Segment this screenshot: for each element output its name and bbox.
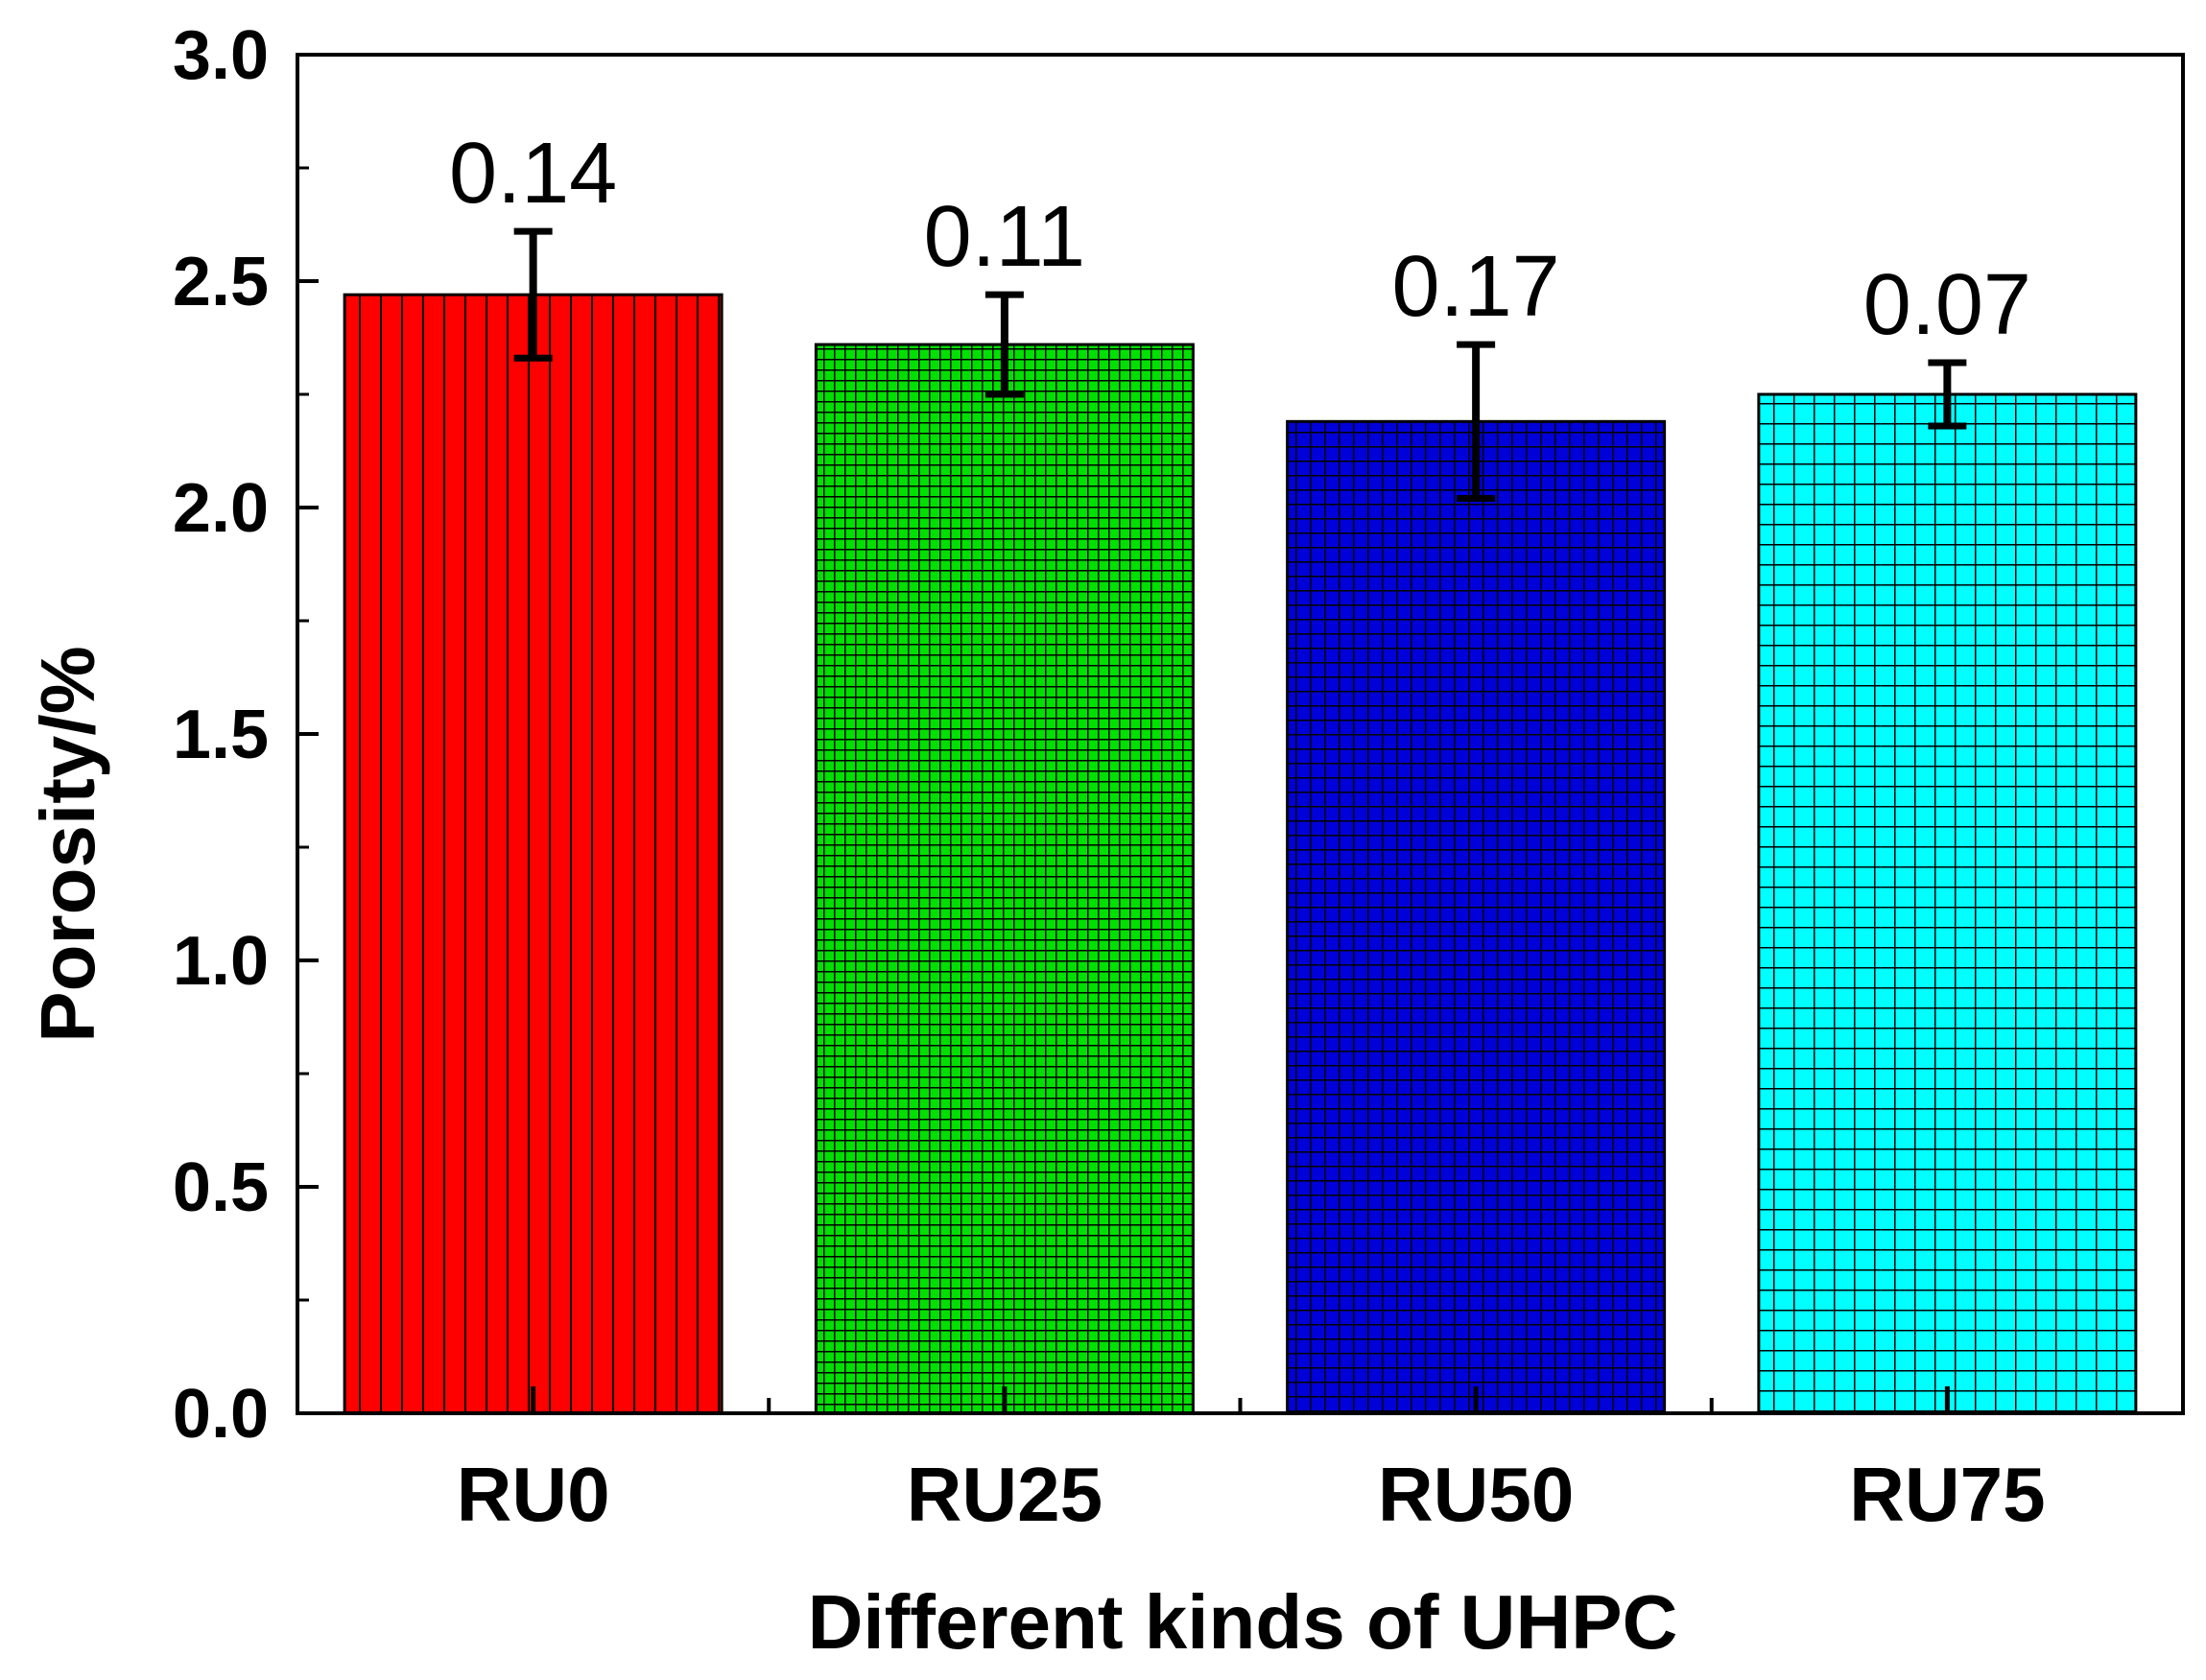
x-tick-label-ru25: RU25 — [907, 1452, 1103, 1537]
y-tick-label: 1.0 — [173, 923, 269, 1000]
y-tick-label: 1.5 — [173, 697, 269, 773]
error-bars-layer — [513, 227, 1967, 1413]
x-tick-label-ru0: RU0 — [457, 1452, 610, 1537]
ticks-layer: 0.0 0.5 1.0 1.5 2.0 2.5 3.0 RU0 RU25 RU50 RU75 — [173, 17, 2046, 1537]
data-label-ru25: 0.11 — [924, 189, 1086, 285]
error-bar-ru25 — [984, 291, 1024, 1413]
error-bar-ru50 — [1457, 341, 1496, 1413]
error-bar-ru0 — [513, 227, 553, 1413]
x-axis-title: Different kinds of UHPC — [808, 1579, 1678, 1665]
y-tick-label: 0.5 — [173, 1149, 269, 1226]
bar-ru25 — [814, 343, 1195, 1415]
y-tick-label: 3.0 — [173, 17, 269, 94]
y-tick-label: 0.0 — [173, 1376, 269, 1453]
error-bar-ru75 — [1928, 359, 1967, 1413]
x-tick-label-ru75: RU75 — [1849, 1452, 2046, 1537]
x-tick-label-ru50: RU50 — [1378, 1452, 1575, 1537]
data-label-ru75: 0.07 — [1863, 257, 2031, 353]
bar-ru0 — [343, 293, 723, 1415]
bar-ru75 — [1757, 392, 2138, 1415]
data-labels-layer: 0.14 0.11 0.17 0.07 — [449, 126, 2031, 353]
bars-layer — [343, 293, 2138, 1415]
data-label-ru0: 0.14 — [449, 126, 617, 222]
y-tick-label: 2.5 — [173, 244, 269, 320]
y-axis-title: Porosity/% — [25, 646, 110, 1042]
bar-ru50 — [1286, 419, 1667, 1415]
y-tick-label: 2.0 — [173, 470, 269, 547]
data-label-ru50: 0.17 — [1392, 239, 1560, 335]
